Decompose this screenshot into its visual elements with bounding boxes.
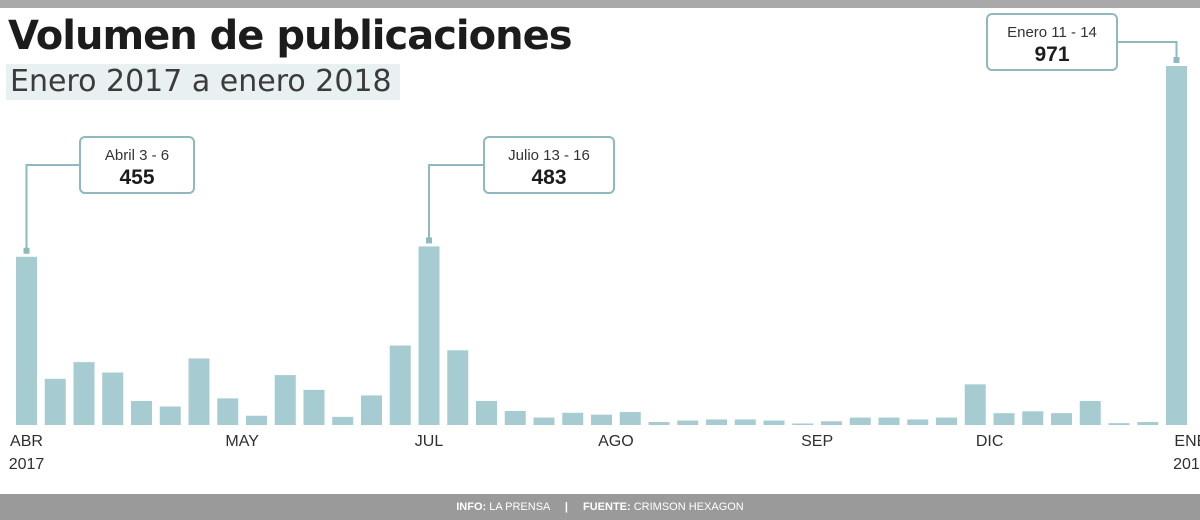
bar — [73, 362, 95, 425]
callout-box — [483, 136, 615, 194]
bar — [1166, 66, 1187, 425]
x-tick-label: DIC — [976, 433, 1004, 450]
bar — [361, 395, 382, 425]
bar — [246, 415, 267, 425]
bar — [936, 417, 957, 425]
bar — [476, 400, 497, 425]
x-tick-year: 2017 — [9, 456, 45, 473]
info-value: LA PRENSA — [489, 501, 550, 513]
callout-leader — [25, 164, 80, 251]
chart-title: Volumen de publicaciones — [8, 13, 573, 59]
bar — [1022, 411, 1044, 425]
x-tick-label: SEP — [801, 433, 833, 450]
x-tick-label: JUL — [415, 433, 444, 450]
credits-separator: | — [564, 501, 568, 513]
x-tick-year: 2018 — [1173, 456, 1200, 473]
bar — [562, 412, 584, 425]
bar — [332, 416, 354, 425]
callout-marker — [426, 237, 432, 244]
bar — [648, 422, 670, 425]
bar — [188, 358, 210, 425]
callout-date-label: Enero 11 - 14 — [1007, 24, 1097, 41]
callout-leader — [428, 164, 484, 241]
callout-box — [79, 136, 195, 194]
bar — [964, 384, 986, 425]
bar — [389, 345, 411, 425]
callout-date-label: Abril 3 - 6 — [105, 147, 169, 164]
callout-marker — [1173, 57, 1180, 63]
source-value: CRIMSON HEXAGON — [633, 501, 744, 513]
bar — [591, 414, 612, 425]
bar — [418, 246, 440, 425]
x-tick-label: ENE — [1174, 433, 1200, 450]
bar — [619, 412, 641, 425]
callout-date-label: Julio 13 - 16 — [508, 147, 590, 164]
source-label: FUENTE: — [583, 501, 631, 513]
bar — [102, 372, 124, 425]
bar — [447, 350, 469, 425]
credits-footer: INFO: LA PRENSA | FUENTE: CRIMSON HEXAGO… — [0, 494, 1200, 520]
callout-value-label: 971 — [1034, 43, 1069, 66]
bar — [907, 419, 929, 425]
callout-leader — [1117, 41, 1178, 60]
bar — [792, 423, 814, 425]
bar — [274, 375, 296, 425]
bar — [131, 400, 152, 425]
bar — [993, 413, 1015, 425]
bar — [821, 421, 842, 425]
bar — [303, 389, 325, 425]
bar — [878, 417, 900, 425]
top-rule — [0, 0, 1200, 8]
bar — [1079, 400, 1101, 425]
bar — [159, 406, 181, 425]
callout-marker — [23, 247, 30, 254]
x-tick-label: MAY — [225, 433, 259, 450]
bar — [1137, 422, 1159, 425]
bar — [677, 420, 699, 425]
bar — [44, 378, 66, 425]
bar — [734, 419, 756, 425]
info-label: INFO: — [456, 501, 487, 513]
chart-subtitle: Enero 2017 a enero 2018 — [6, 64, 400, 100]
bar — [533, 417, 555, 425]
x-tick-label: ABR — [10, 433, 43, 450]
bar — [16, 256, 37, 425]
bar — [706, 419, 727, 425]
bar — [217, 398, 239, 425]
x-tick-label: AGO — [598, 433, 634, 450]
callout-box — [986, 13, 1118, 71]
bar — [1108, 423, 1130, 425]
bar — [1051, 413, 1072, 425]
bar-chart: ABR 2017 MAY JUL AGO SEP DIC ENE 2018 Abril 3 - 6… — [9, 13, 1200, 473]
callout-value-label: 455 — [119, 166, 154, 189]
bar — [849, 417, 871, 425]
bar — [504, 410, 526, 425]
bar — [763, 420, 785, 425]
callout-value-label: 483 — [531, 166, 566, 189]
